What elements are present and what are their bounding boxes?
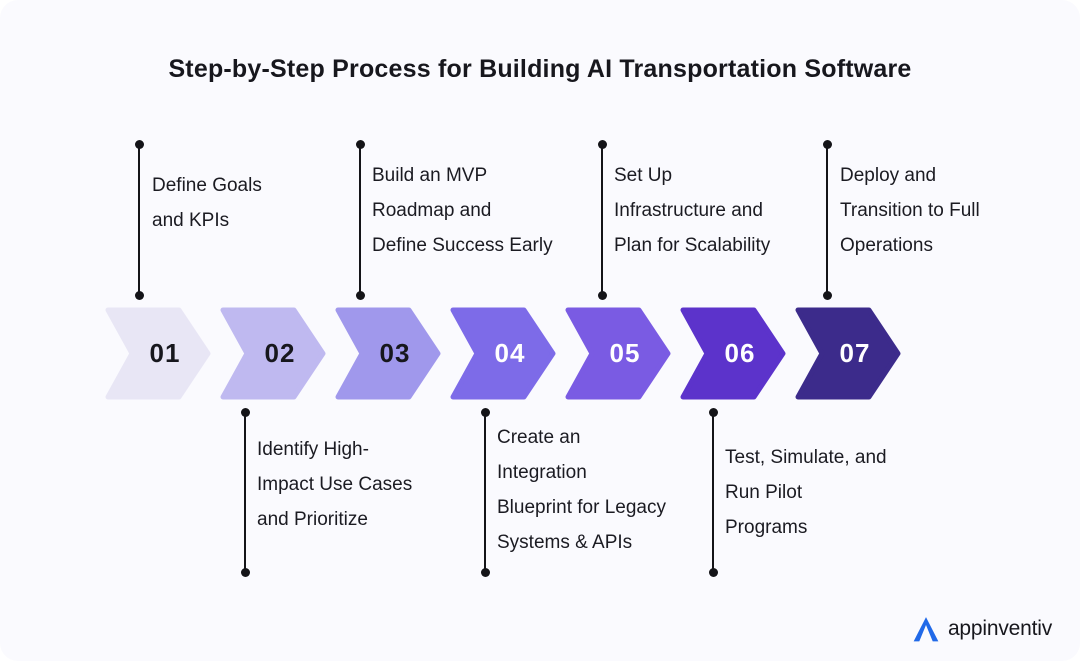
step-label-03: Build an MVP Roadmap and Define Success … xyxy=(372,158,553,263)
chevron-arrow-icon xyxy=(565,307,671,400)
connector-line-step-05 xyxy=(597,140,607,300)
chevron-shape xyxy=(220,307,326,400)
chevron-step-07: 07 xyxy=(795,307,901,400)
step-label-line: Roadmap and xyxy=(372,200,492,221)
step-label-01: Define Goals and KPIs xyxy=(152,168,262,238)
step-label-line: Define Success Early xyxy=(372,235,553,256)
connector-line-step-07 xyxy=(822,140,832,300)
logo-triangle-shape xyxy=(913,617,939,642)
connector-line-step-04 xyxy=(480,408,490,577)
step-label-line: Integration xyxy=(497,462,587,483)
step-number: 05 xyxy=(609,338,641,368)
step-label-04: Create an Integration Blueprint for Lega… xyxy=(497,420,666,560)
step-label-07: Deploy and Transition to Full Operations xyxy=(840,158,980,263)
step-label-06: Test, Simulate, and Run Pilot Programs xyxy=(725,440,887,545)
chevron-shape xyxy=(335,307,441,400)
connector-line-step-03 xyxy=(355,140,365,300)
step-label-05: Set Up Infrastructure and Plan for Scala… xyxy=(614,158,770,263)
chevron-arrow-icon xyxy=(220,307,326,400)
page-title: Step-by-Step Process for Building AI Tra… xyxy=(168,55,912,83)
connector-dot-icon xyxy=(355,140,365,149)
connector-dot-icon xyxy=(134,140,144,149)
connector-dot-icon xyxy=(240,408,250,417)
chevron-arrow-icon xyxy=(335,307,441,400)
step-label-line: Define Goals xyxy=(152,175,262,196)
step-label-line: and Prioritize xyxy=(257,509,368,530)
step-number: 06 xyxy=(724,338,756,368)
chevron-arrow-icon xyxy=(105,307,211,400)
chevron-step-05: 05 xyxy=(565,307,671,400)
appinventiv-mark-icon xyxy=(913,617,939,642)
chevron-shape xyxy=(105,307,211,400)
connector-dot-icon xyxy=(822,291,832,300)
step-label-line: Plan for Scalability xyxy=(614,235,771,256)
step-label-line: Set Up xyxy=(614,165,673,186)
step-number: 04 xyxy=(494,338,526,368)
step-label-02: Identify High- Impact Use Cases and Prio… xyxy=(257,432,412,537)
step-label-line: Infrastructure and xyxy=(614,200,763,221)
connector-line-step-02 xyxy=(240,408,250,577)
step-label-line: Blueprint for Legacy xyxy=(497,497,666,518)
chevron-step-06: 06 xyxy=(680,307,786,400)
chevron-arrow-icon xyxy=(450,307,556,400)
logo-text: appinventiv xyxy=(947,617,1052,640)
connector-dot-icon xyxy=(480,408,490,417)
step-label-line: Deploy and xyxy=(840,165,937,186)
step-label-line: Test, Simulate, and xyxy=(725,447,887,468)
connector-dot-icon xyxy=(597,140,607,149)
step-label-line: Create an xyxy=(497,427,581,448)
step-number: 02 xyxy=(264,338,296,368)
chevron-shape xyxy=(680,307,786,400)
chevron-step-04: 04 xyxy=(450,307,556,400)
connector-line-step-06 xyxy=(708,408,718,577)
chevron-shape xyxy=(565,307,671,400)
step-number: 07 xyxy=(839,338,871,368)
step-label-line: Transition to Full xyxy=(840,200,980,221)
chevron-step-01: 01 xyxy=(105,307,211,400)
step-label-line: Programs xyxy=(725,517,808,538)
step-label-line: Build an MVP xyxy=(372,165,488,186)
step-label-line: Operations xyxy=(840,235,933,256)
chevron-arrow-icon xyxy=(795,307,901,400)
connector-dot-icon xyxy=(134,291,144,300)
chevron-shape xyxy=(795,307,901,400)
step-label-line: Identify High- xyxy=(257,439,369,460)
connector-dot-icon xyxy=(480,568,490,577)
connector-line-step-01 xyxy=(134,140,144,300)
step-label-line: Systems & APIs xyxy=(497,532,633,553)
chevron-step-02: 02 xyxy=(220,307,326,400)
step-label-line: Impact Use Cases xyxy=(257,474,413,495)
step-number: 03 xyxy=(379,338,411,368)
connector-dot-icon xyxy=(708,568,718,577)
step-label-line: and KPIs xyxy=(152,210,230,231)
chevron-arrow-icon xyxy=(680,307,786,400)
connector-dot-icon xyxy=(597,291,607,300)
step-label-line: Run Pilot xyxy=(725,482,803,503)
connector-dot-icon xyxy=(355,291,365,300)
chevron-shape xyxy=(450,307,556,400)
appinventiv-logo: appinventiv xyxy=(911,615,1052,643)
connector-dot-icon xyxy=(708,408,718,417)
step-number: 01 xyxy=(149,338,181,368)
connector-dot-icon xyxy=(240,568,250,577)
chevron-step-03: 03 xyxy=(335,307,441,400)
connector-dot-icon xyxy=(822,140,832,149)
